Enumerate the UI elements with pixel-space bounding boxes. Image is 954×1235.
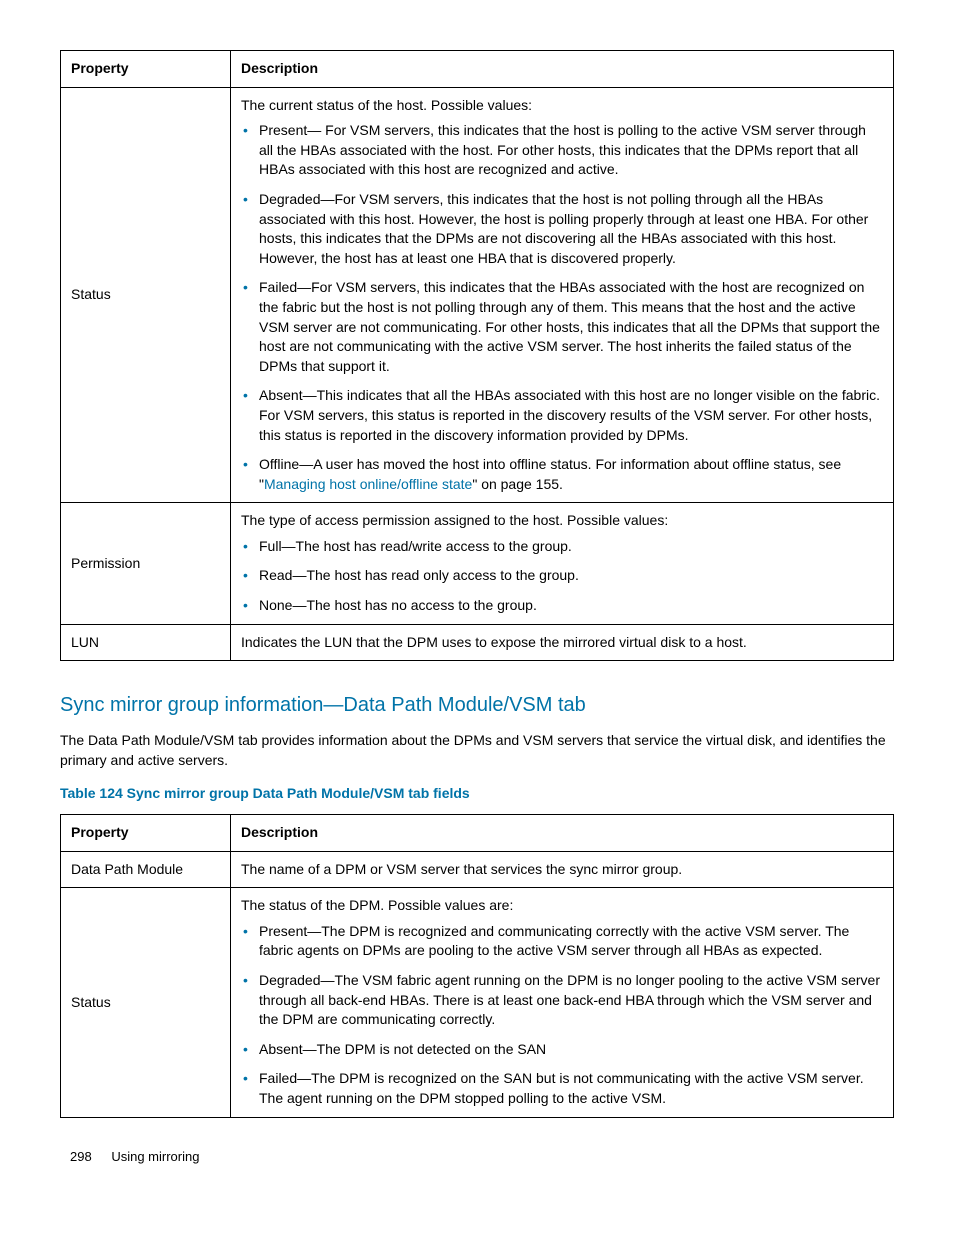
- permission-intro: The type of access permission assigned t…: [241, 511, 883, 531]
- table-caption: Table 124 Sync mirror group Data Path Mo…: [60, 784, 894, 804]
- chapter-title: Using mirroring: [111, 1149, 199, 1164]
- list-item: Absent—This indicates that all the HBAs …: [241, 386, 883, 445]
- description-cell: The status of the DPM. Possible values a…: [231, 888, 894, 1117]
- host-properties-table: Property Description Status The current …: [60, 50, 894, 661]
- description-cell: Indicates the LUN that the DPM uses to e…: [231, 624, 894, 661]
- status-intro: The current status of the host. Possible…: [241, 96, 883, 116]
- property-cell: Data Path Module: [61, 851, 231, 888]
- table-row: Status The status of the DPM. Possible v…: [61, 888, 894, 1117]
- table1-header-description: Description: [231, 51, 894, 88]
- table-row: Data Path Module The name of a DPM or VS…: [61, 851, 894, 888]
- table-row: LUN Indicates the LUN that the DPM uses …: [61, 624, 894, 661]
- list-item: Failed—The DPM is recognized on the SAN …: [241, 1069, 883, 1108]
- table1-header-property: Property: [61, 51, 231, 88]
- list-item: Offline—A user has moved the host into o…: [241, 455, 883, 494]
- page-footer: 298 Using mirroring: [60, 1148, 894, 1166]
- section-heading: Sync mirror group information—Data Path …: [60, 691, 894, 719]
- list-item: Read—The host has read only access to th…: [241, 566, 883, 586]
- list-item: Failed—For VSM servers, this indicates t…: [241, 278, 883, 376]
- list-item: Absent—The DPM is not detected on the SA…: [241, 1040, 883, 1060]
- list-item: Present—The DPM is recognized and commun…: [241, 922, 883, 961]
- table-row: Permission The type of access permission…: [61, 503, 894, 624]
- dpm-vsm-table: Property Description Data Path Module Th…: [60, 814, 894, 1118]
- table-row: Status The current status of the host. P…: [61, 87, 894, 503]
- offline-state-link[interactable]: Managing host online/offline state: [264, 476, 472, 492]
- section-paragraph: The Data Path Module/VSM tab provides in…: [60, 731, 894, 770]
- property-cell: Status: [61, 888, 231, 1117]
- offline-text-post: " on page 155.: [472, 476, 563, 492]
- description-cell: The name of a DPM or VSM server that ser…: [231, 851, 894, 888]
- property-cell: Permission: [61, 503, 231, 624]
- property-cell: Status: [61, 87, 231, 503]
- list-item: Degraded—For VSM servers, this indicates…: [241, 190, 883, 268]
- list-item: Full—The host has read/write access to t…: [241, 537, 883, 557]
- description-cell: The type of access permission assigned t…: [231, 503, 894, 624]
- list-item: Present— For VSM servers, this indicates…: [241, 121, 883, 180]
- page-number: 298: [70, 1149, 92, 1164]
- property-cell: LUN: [61, 624, 231, 661]
- list-item: None—The host has no access to the group…: [241, 596, 883, 616]
- table2-header-description: Description: [231, 815, 894, 852]
- table2-header-property: Property: [61, 815, 231, 852]
- list-item: Degraded—The VSM fabric agent running on…: [241, 971, 883, 1030]
- status-intro: The status of the DPM. Possible values a…: [241, 896, 883, 916]
- description-cell: The current status of the host. Possible…: [231, 87, 894, 503]
